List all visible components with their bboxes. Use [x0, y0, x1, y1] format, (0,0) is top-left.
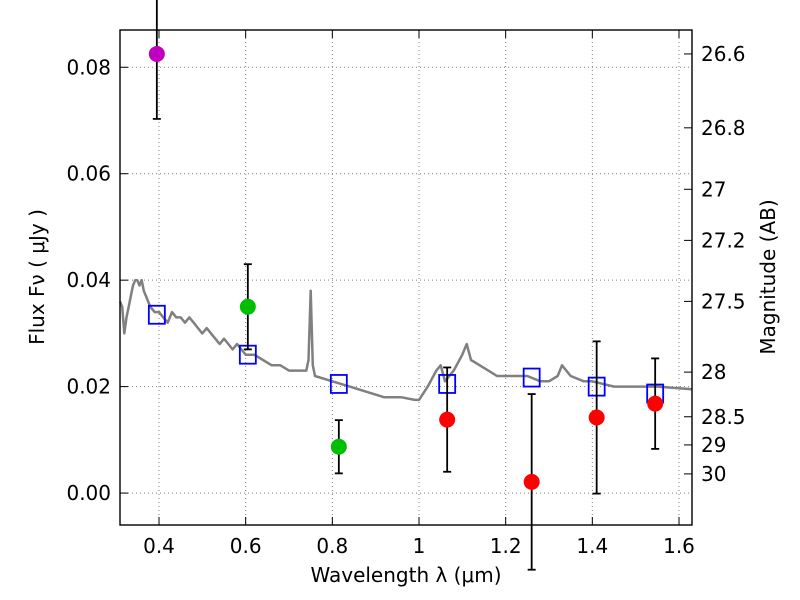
y2-tick-label: 28.5 — [701, 405, 746, 429]
observed-data-point — [439, 411, 456, 428]
model-photometry-layer — [147, 304, 665, 404]
observed-points-layer — [148, 0, 664, 571]
observed-data-point — [588, 409, 605, 426]
spectrum-layer — [118, 278, 693, 402]
spectrum-line — [118, 278, 693, 402]
y2-tick-label: 28 — [701, 360, 726, 384]
grid-layer — [120, 30, 692, 525]
observed-data-point — [148, 45, 165, 62]
y2-tick-label: 29 — [701, 433, 726, 457]
x-tick-label: 1.6 — [663, 534, 695, 558]
model-photometry-square — [147, 304, 166, 325]
y-tick-label: 0.08 — [66, 55, 111, 79]
y2-axis-label: Magnitude (AB) — [756, 199, 780, 354]
y-tick-label: 0.04 — [66, 268, 111, 292]
y2-tick-label: 27.2 — [701, 228, 746, 252]
y2-tick-label: 27.5 — [701, 289, 746, 313]
x-axis-label: Wavelength λ (μm) — [310, 563, 501, 587]
x-axis-ticks: 0.4 0.6 0.8 1 1.2 1.4 1.6 — [143, 30, 695, 558]
x-tick-label: 0.6 — [230, 534, 262, 558]
y-tick-label: 0.00 — [66, 481, 111, 505]
x-tick-label: 1.2 — [490, 534, 522, 558]
observed-data-point — [523, 473, 540, 490]
x-tick-label: 1 — [413, 534, 426, 558]
y-axis-label: Flux Fν ( μJy ) — [25, 209, 49, 345]
y2-tick-label: 30 — [701, 462, 726, 486]
y2-axis-ticks: 26.6 26.8 27 27.2 27.5 28 28.5 29 30 — [684, 42, 746, 486]
y2-tick-label: 27 — [701, 177, 726, 201]
model-photometry-square — [522, 367, 541, 388]
y-axis-ticks: 0.00 0.02 0.04 0.06 0.08 — [66, 55, 128, 505]
model-photometry-square — [329, 374, 348, 394]
x-tick-label: 1.4 — [576, 534, 608, 558]
observed-data-point — [239, 298, 256, 315]
y2-tick-label: 26.8 — [701, 116, 746, 140]
y-tick-label: 0.06 — [66, 162, 111, 186]
observed-data-point — [647, 395, 664, 412]
y-tick-label: 0.02 — [66, 375, 111, 399]
observed-data-point — [330, 438, 347, 455]
x-tick-label: 0.4 — [143, 534, 175, 558]
y2-tick-label: 26.6 — [701, 42, 746, 66]
plot-frame — [119, 29, 693, 526]
x-tick-label: 0.8 — [316, 534, 348, 558]
